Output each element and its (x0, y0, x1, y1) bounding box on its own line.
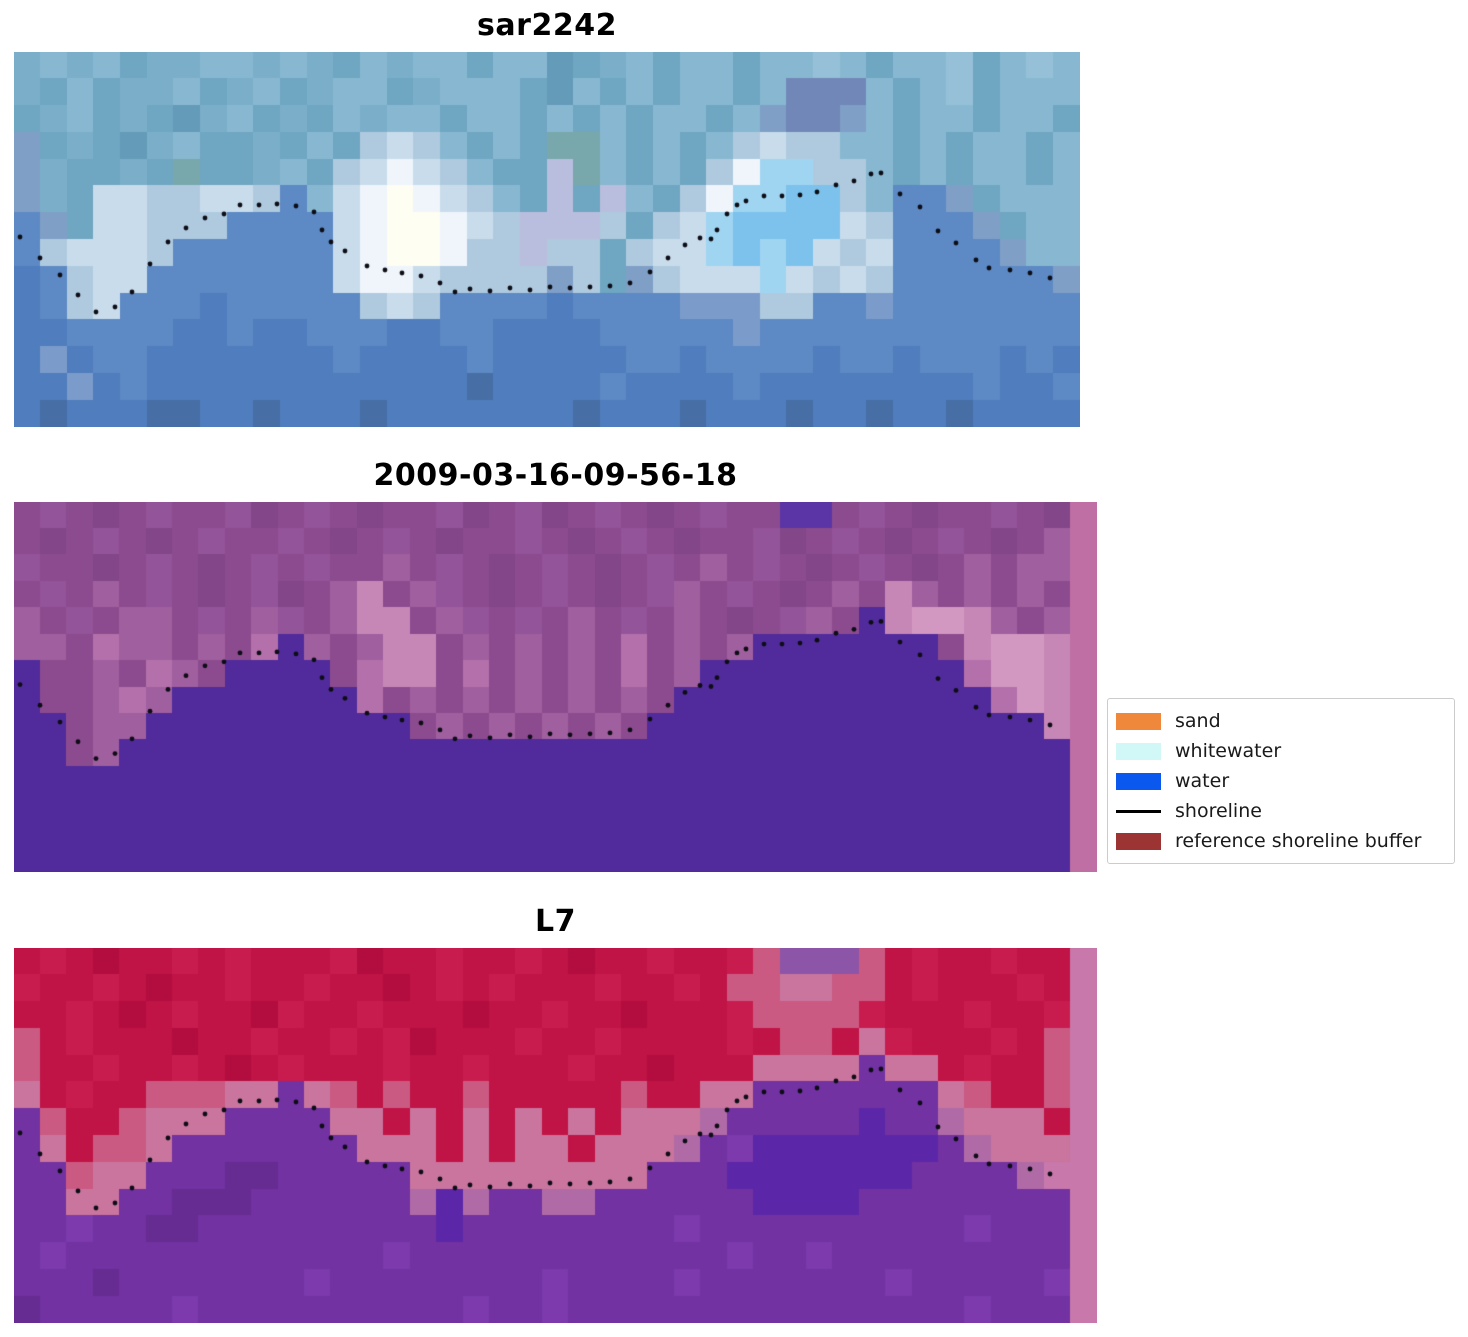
legend-item-reference-shoreline-buffer: reference shoreline buffer (1116, 826, 1444, 856)
legend-swatch-sand (1116, 712, 1161, 730)
legend-label: sand (1175, 710, 1221, 732)
legend-item-water: water (1116, 766, 1444, 796)
legend-label: water (1175, 770, 1230, 792)
legend-item-shoreline: shoreline (1116, 796, 1444, 826)
legend: sand whitewater water shoreline reference sh… (1107, 698, 1455, 864)
legend-label: shoreline (1175, 800, 1262, 822)
panel-title-classified-date: 2009-03-16-09-56-18 (373, 458, 738, 493)
panel-title-l7: L7 (535, 904, 576, 939)
legend-item-sand: sand (1116, 706, 1444, 736)
legend-swatch-water (1116, 772, 1161, 790)
legend-label: whitewater (1175, 740, 1282, 762)
panel-image-l7 (14, 948, 1097, 1323)
panel-image-sar2242 (14, 52, 1080, 427)
legend-swatch-whitewater (1116, 742, 1161, 760)
legend-label: reference shoreline buffer (1175, 830, 1422, 852)
legend-line-shoreline (1116, 809, 1161, 813)
panel-image-classified (14, 502, 1097, 872)
legend-item-whitewater: whitewater (1116, 736, 1444, 766)
panel-title-sar2242: sar2242 (477, 8, 617, 43)
legend-swatch-reference-shoreline-buffer (1116, 832, 1161, 850)
